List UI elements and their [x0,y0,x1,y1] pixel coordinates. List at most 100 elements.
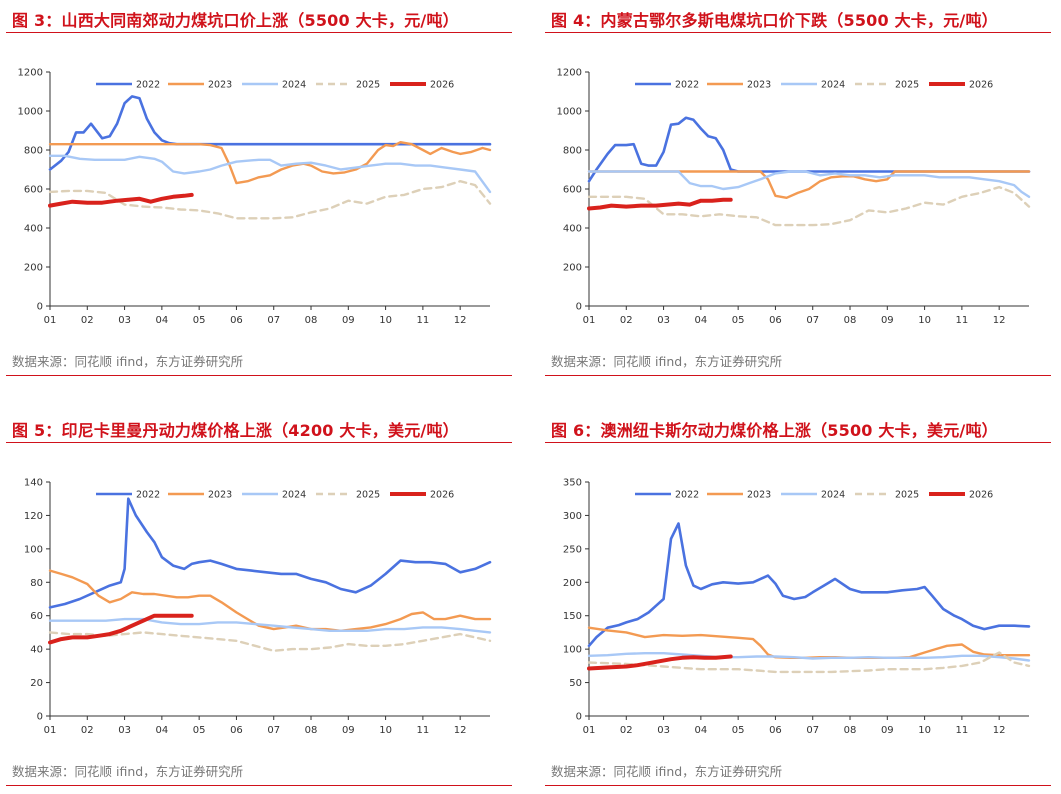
legend-label-2026: 2026 [969,80,993,91]
x-tick-label: 09 [342,315,355,326]
line-chart: 0 20 40 60 80 100 120 140 01 02 03 04 05 06 07 08 09 10 11… [24,478,492,736]
series-line-2022 [48,497,492,609]
x-tick-label: 08 [844,315,857,326]
y-tick-label: 0 [37,712,43,723]
x-tick-label: 08 [305,725,318,736]
y-tick-label: 1200 [18,68,43,79]
y-tick-label: 400 [24,224,43,235]
y-tick-label: 1000 [557,107,582,118]
chart-panel-fig3: 图 3：山西大同南郊动力煤坑口价上涨（5500 大卡，元/吨） 0 200 400 6… [6,4,512,384]
y-tick-label: 40 [30,645,43,656]
legend-label-2023: 2023 [208,80,232,91]
title-bar: 图 5：印尼卡里曼丹动力煤价格上涨（4200 大卡，美元/吨） [6,414,512,443]
chart-title: 图 6：澳洲纽卡斯尔动力煤价格上涨（5500 大卡，美元/吨） [551,421,998,440]
x-tick-label: 08 [844,725,857,736]
x-tick-label: 03 [118,725,131,736]
legend-label-2022: 2022 [136,80,160,91]
x-tick-label: 07 [267,315,280,326]
x-tick-label: 12 [454,725,467,736]
y-tick-label: 200 [24,263,43,274]
x-tick-label: 04 [694,725,707,736]
source-note: 数据来源：同花顺 ifind，东方证券研究所 [12,764,244,779]
legend-label-2024: 2024 [282,80,306,91]
x-tick-label: 01 [583,725,596,736]
y-tick-label: 100 [24,544,43,555]
y-tick-label: 1200 [557,68,582,79]
y-tick-label: 150 [563,611,582,622]
y-tick-label: 350 [563,478,582,489]
legend-label-2024: 2024 [821,490,845,501]
x-tick-label: 06 [230,725,243,736]
title-bar: 图 4：内蒙古鄂尔多斯电煤坑口价下跌（5500 大卡，元/吨） [545,4,1051,33]
legend-label-2022: 2022 [675,80,699,91]
line-chart: 0 200 400 600 800 1000 1200 01 02 03 04 05 06 07 08 09 1… [18,68,492,326]
y-tick-label: 600 [563,185,582,196]
y-tick-label: 60 [30,611,43,622]
chart-title: 图 4：内蒙古鄂尔多斯电煤坑口价下跌（5500 大卡，元/吨） [551,11,998,30]
legend-label-2023: 2023 [747,80,771,91]
chart-panel-fig5: 图 5：印尼卡里曼丹动力煤价格上涨（4200 大卡，美元/吨） 0 20 40 60 8… [6,414,512,794]
x-tick-label: 11 [956,725,969,736]
y-tick-label: 100 [563,645,582,656]
x-tick-label: 01 [44,315,57,326]
x-tick-label: 10 [379,725,392,736]
x-tick-label: 05 [732,725,745,736]
series-line-2023 [48,140,492,185]
x-tick-label: 08 [305,315,318,326]
x-tick-label: 06 [769,315,782,326]
series-line-2025 [48,631,492,653]
x-tick-label: 12 [993,315,1006,326]
legend-label-2026: 2026 [430,80,454,91]
series-line-2022 [587,116,1031,183]
chart-title: 图 5：印尼卡里曼丹动力煤价格上涨（4200 大卡，美元/吨） [12,421,459,440]
series-line-2024 [48,617,492,634]
y-tick-label: 600 [24,185,43,196]
chart-panel-fig6: 图 6：澳洲纽卡斯尔动力煤价格上涨（5500 大卡，美元/吨） 0 50 100 15… [545,414,1051,794]
source-note: 数据来源：同花顺 ifind，东方证券研究所 [551,764,783,779]
series-line-2024 [48,154,492,194]
x-tick-label: 05 [193,315,206,326]
series-line-2026 [48,192,194,208]
x-tick-label: 07 [267,725,280,736]
series-line-2023 [587,170,1031,200]
legend-label-2025: 2025 [356,490,380,501]
y-tick-label: 200 [563,578,582,589]
y-tick-label: 0 [576,712,582,723]
x-tick-label: 03 [657,315,670,326]
y-tick-label: 300 [563,511,582,522]
chart-panel-fig4: 图 4：内蒙古鄂尔多斯电煤坑口价下跌（5500 大卡，元/吨） 0 200 400 6… [545,4,1051,384]
x-tick-label: 06 [769,725,782,736]
y-tick-label: 50 [569,678,582,689]
legend-label-2022: 2022 [675,490,699,501]
series-line-2024 [587,651,1031,662]
x-tick-label: 09 [881,725,894,736]
divider [545,785,1051,786]
divider [6,785,512,786]
x-tick-label: 10 [918,315,931,326]
y-tick-label: 1000 [18,107,43,118]
divider [545,375,1051,376]
y-tick-label: 400 [563,224,582,235]
legend-label-2023: 2023 [208,490,232,501]
source-note: 数据来源：同花顺 ifind，东方证券研究所 [12,354,244,369]
series-line-2026 [48,613,194,645]
x-tick-label: 04 [155,315,168,326]
legend-label-2026: 2026 [969,490,993,501]
y-tick-label: 120 [24,511,43,522]
x-tick-label: 02 [81,725,94,736]
x-tick-label: 02 [81,315,94,326]
x-tick-label: 05 [732,315,745,326]
x-tick-label: 03 [657,725,670,736]
x-tick-label: 03 [118,315,131,326]
legend-label-2025: 2025 [895,80,919,91]
chart-title: 图 3：山西大同南郊动力煤坑口价上涨（5500 大卡，元/吨） [12,11,459,30]
legend-label-2025: 2025 [895,490,919,501]
line-chart: 0 50 100 150 200 250 300 350 01 02 03 04 05 06 07 08 09 1… [563,478,1031,736]
series-line-2025 [48,179,492,220]
legend-label-2025: 2025 [356,80,380,91]
y-tick-label: 800 [563,146,582,157]
x-tick-label: 11 [417,725,430,736]
legend-label-2024: 2024 [282,490,306,501]
legend-label-2023: 2023 [747,490,771,501]
series-line-2025 [587,651,1031,674]
